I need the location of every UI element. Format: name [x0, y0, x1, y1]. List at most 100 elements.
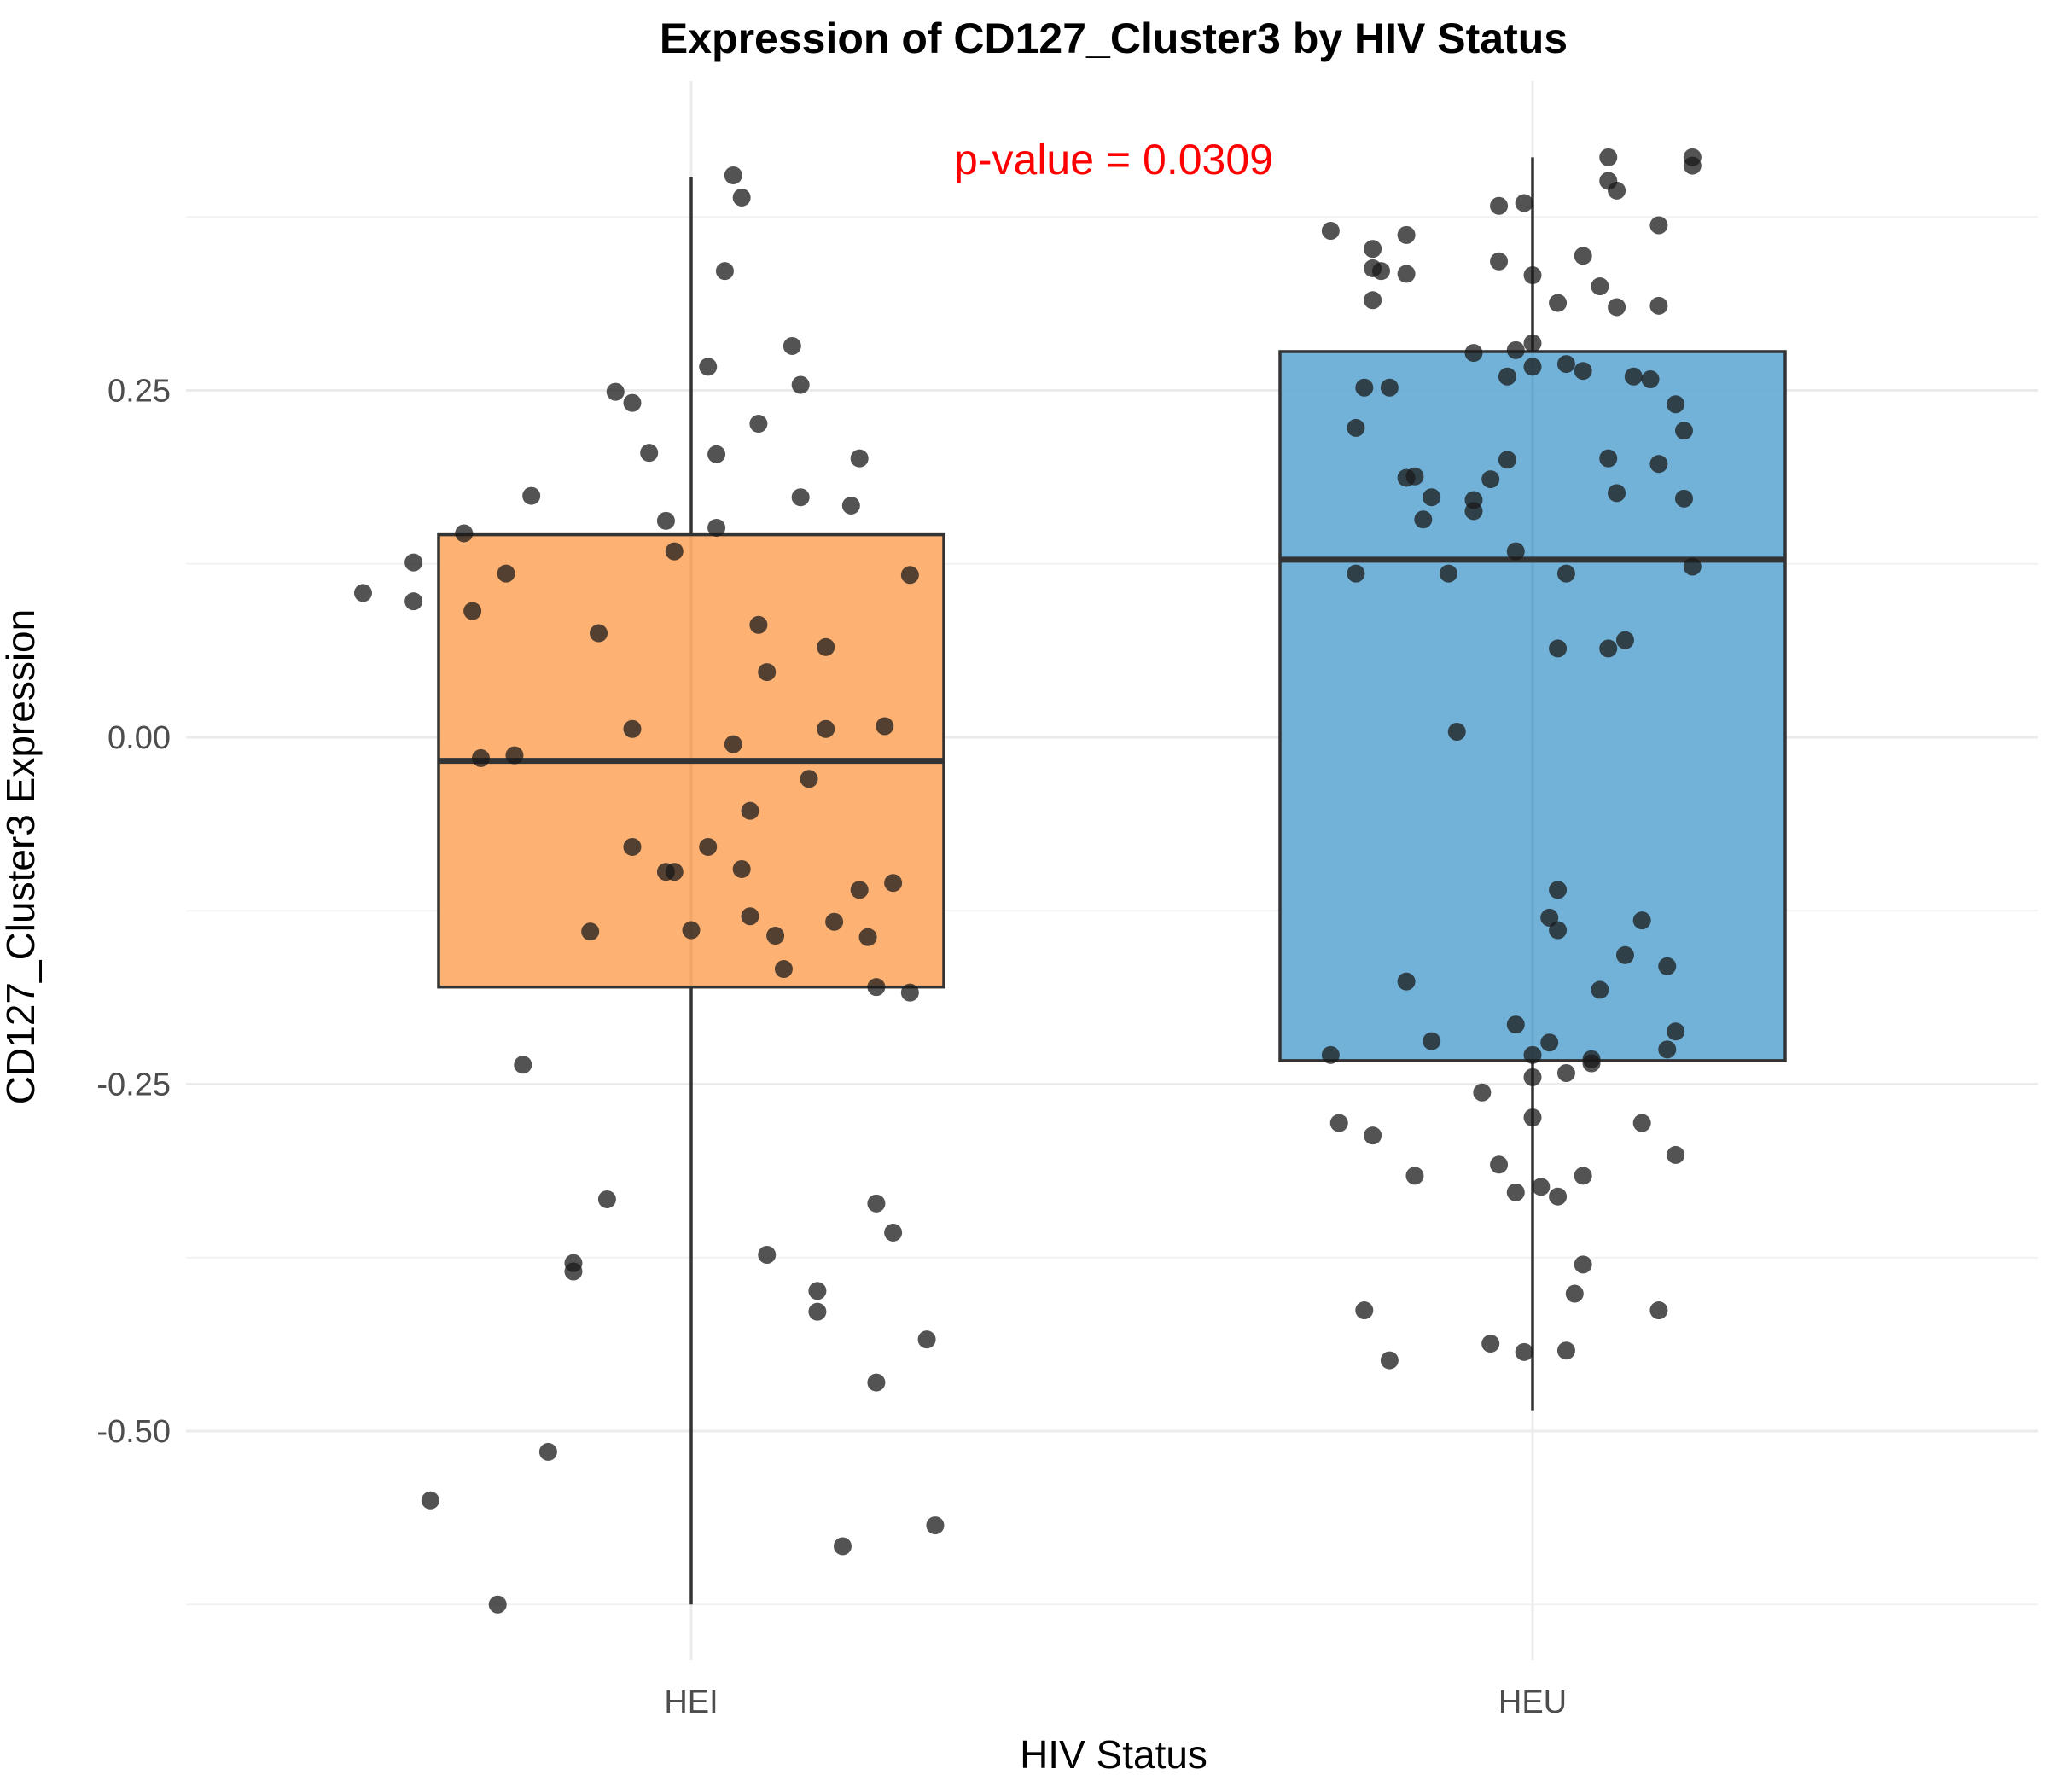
data-point — [1473, 1083, 1492, 1102]
data-point — [1481, 470, 1500, 489]
data-point — [1481, 1335, 1500, 1353]
data-point — [623, 837, 642, 856]
data-point — [1464, 502, 1483, 521]
data-point — [867, 1373, 886, 1392]
data-point — [724, 166, 742, 184]
data-point — [1321, 222, 1340, 241]
data-point — [455, 524, 474, 543]
y-axis-title: CD127_Cluster3 Expression — [0, 609, 43, 1104]
data-point — [1649, 1301, 1668, 1320]
data-point — [833, 1537, 852, 1556]
data-point — [665, 542, 684, 561]
data-point — [1549, 921, 1568, 940]
data-point — [1447, 722, 1466, 741]
data-point — [1355, 1301, 1374, 1320]
box-heu — [1278, 350, 1787, 1062]
data-point — [1632, 911, 1651, 930]
data-point — [741, 801, 759, 820]
data-point — [404, 553, 423, 572]
data-point — [472, 748, 490, 767]
data-point — [1523, 266, 1542, 285]
data-point — [1405, 1167, 1424, 1185]
data-point — [623, 719, 642, 738]
data-point — [741, 907, 759, 926]
y-axis-ticks: -0.50 -0.25 0.00 0.25 — [96, 374, 171, 1451]
data-point — [884, 1223, 903, 1242]
data-point — [1599, 148, 1618, 166]
data-point — [858, 928, 877, 946]
data-point — [1523, 1068, 1542, 1086]
data-point — [1599, 639, 1618, 658]
data-point — [715, 262, 734, 281]
data-point — [421, 1491, 439, 1510]
data-point — [1347, 418, 1365, 437]
data-point — [867, 978, 886, 997]
data-point — [564, 1262, 583, 1281]
data-point — [1397, 972, 1416, 991]
data-point — [850, 881, 869, 899]
data-point — [1506, 340, 1525, 359]
data-point — [1523, 334, 1542, 352]
data-point — [900, 983, 919, 1002]
data-point — [682, 921, 701, 940]
data-point — [1599, 449, 1618, 468]
data-point — [724, 735, 742, 753]
data-point — [1683, 156, 1702, 175]
data-point — [1591, 277, 1609, 296]
data-point — [1515, 194, 1533, 212]
data-point — [1355, 378, 1374, 397]
data-point — [1674, 489, 1693, 508]
data-point — [1565, 1284, 1584, 1303]
x-tick-label: HEI — [664, 1684, 718, 1720]
data-point — [353, 584, 372, 602]
data-point — [783, 336, 801, 355]
data-point — [1506, 542, 1525, 561]
data-point — [1414, 510, 1433, 529]
data-point — [1641, 369, 1660, 388]
data-point — [1649, 455, 1668, 474]
data-point — [707, 445, 726, 463]
y-tick-label: 0.25 — [108, 374, 171, 410]
data-point — [1556, 355, 1575, 374]
data-point — [791, 375, 810, 394]
data-point — [1667, 1022, 1685, 1041]
data-point — [514, 1056, 532, 1074]
data-point — [732, 188, 751, 207]
data-point — [1649, 216, 1668, 235]
data-point — [699, 358, 718, 376]
data-point — [1549, 639, 1568, 658]
data-point — [1347, 564, 1365, 583]
data-point — [1498, 451, 1516, 469]
data-point — [791, 488, 810, 507]
data-point — [1364, 1126, 1382, 1145]
data-point — [1574, 247, 1592, 265]
data-point — [1364, 291, 1382, 310]
data-point — [1397, 225, 1416, 244]
x-axis-title: HIV Status — [1020, 1732, 1207, 1777]
data-point — [1683, 557, 1702, 576]
data-point — [808, 1302, 827, 1321]
data-point — [808, 1282, 827, 1300]
data-point — [1498, 367, 1516, 386]
data-point — [1540, 1033, 1559, 1052]
data-point — [1405, 467, 1424, 486]
data-point — [1615, 945, 1634, 964]
data-point — [1532, 1178, 1551, 1196]
data-point — [640, 444, 659, 463]
data-point — [1329, 1114, 1348, 1132]
data-point — [1372, 262, 1391, 281]
y-tick-label: -0.25 — [96, 1068, 171, 1103]
data-point — [463, 602, 482, 620]
data-point — [707, 518, 726, 537]
data-point — [1423, 488, 1441, 507]
data-point — [1624, 367, 1643, 386]
data-point — [665, 863, 684, 881]
data-point — [497, 564, 515, 583]
data-point — [876, 717, 894, 736]
data-point — [1556, 1341, 1575, 1360]
y-tick-label: -0.50 — [96, 1414, 171, 1450]
data-point — [1523, 1108, 1542, 1127]
x-tick-label: HEU — [1498, 1684, 1567, 1720]
data-point — [1574, 362, 1592, 381]
data-point — [581, 922, 600, 941]
